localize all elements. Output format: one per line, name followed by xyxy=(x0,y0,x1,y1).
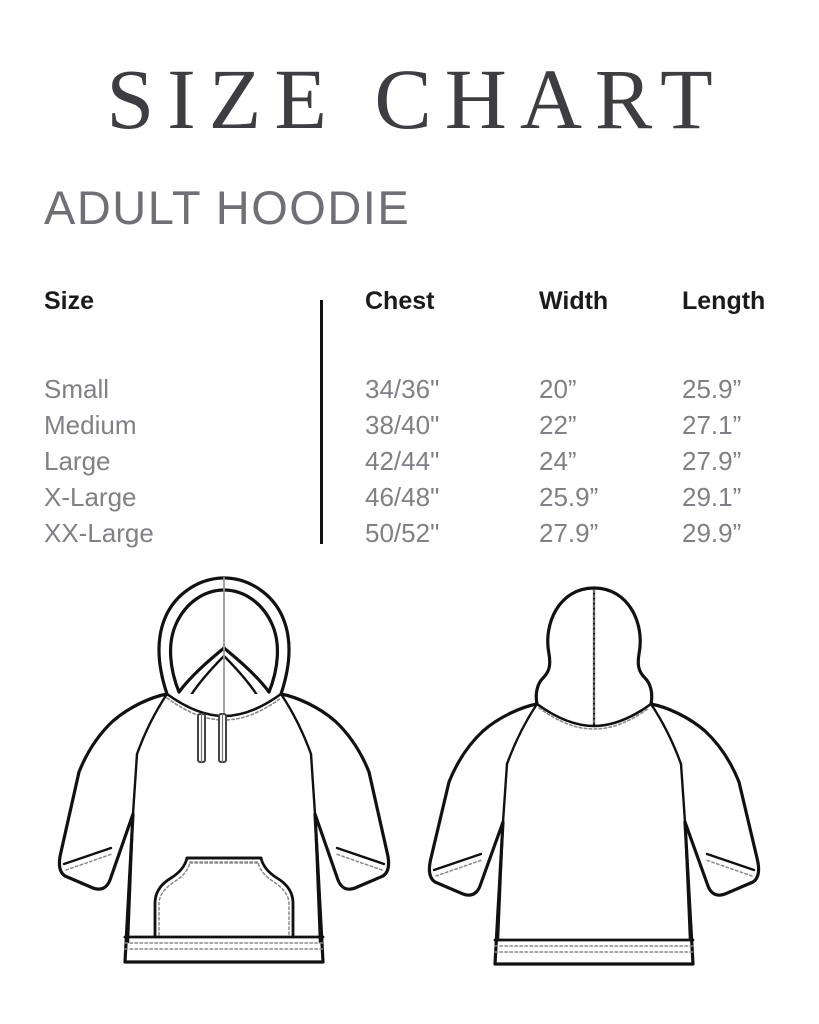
table-row: 29.9” xyxy=(682,518,742,548)
table-row: Medium xyxy=(44,410,137,440)
table-row: 27.1” xyxy=(682,410,742,440)
hoodie-front-icon xyxy=(57,576,391,964)
title-block: SIZE CHART xyxy=(0,52,819,146)
table-row: 25.9” xyxy=(539,482,599,512)
column-header-width: Width xyxy=(539,287,609,315)
table-row: 34/36" xyxy=(365,374,440,404)
table-row: 25.9” xyxy=(682,374,742,404)
table-row: 27.9” xyxy=(682,446,742,476)
column-divider xyxy=(320,300,323,544)
hoodie-front-illustration xyxy=(55,566,395,986)
size-chart-table: Size Chest Width Length Small 34/36" 20”… xyxy=(0,286,819,556)
hoodie-back-illustration xyxy=(425,566,765,986)
hoodie-illustrations xyxy=(0,566,819,996)
column-header-size: Size xyxy=(44,287,95,315)
column-header-length: Length xyxy=(682,287,766,315)
column-header-chest: Chest xyxy=(365,287,435,315)
table-row: 42/44" xyxy=(365,446,440,476)
table-row: 50/52" xyxy=(365,518,440,548)
table-row: 27.9” xyxy=(539,518,599,548)
table-row: X-Large xyxy=(44,482,137,512)
page-subtitle: ADULT HOODIE xyxy=(44,181,411,234)
table-row: Large xyxy=(44,446,111,476)
table-row: 29.1” xyxy=(682,482,742,512)
page-title: SIZE CHART xyxy=(106,51,726,147)
table-row: 20” xyxy=(539,374,577,404)
table-row: 22” xyxy=(539,410,577,440)
table-row: 38/40" xyxy=(365,410,440,440)
table-row: Small xyxy=(44,374,110,404)
table-row: 46/48" xyxy=(365,482,440,512)
table-row: 24” xyxy=(539,446,577,476)
hoodie-back-icon xyxy=(427,586,761,966)
table-row: XX-Large xyxy=(44,518,154,548)
